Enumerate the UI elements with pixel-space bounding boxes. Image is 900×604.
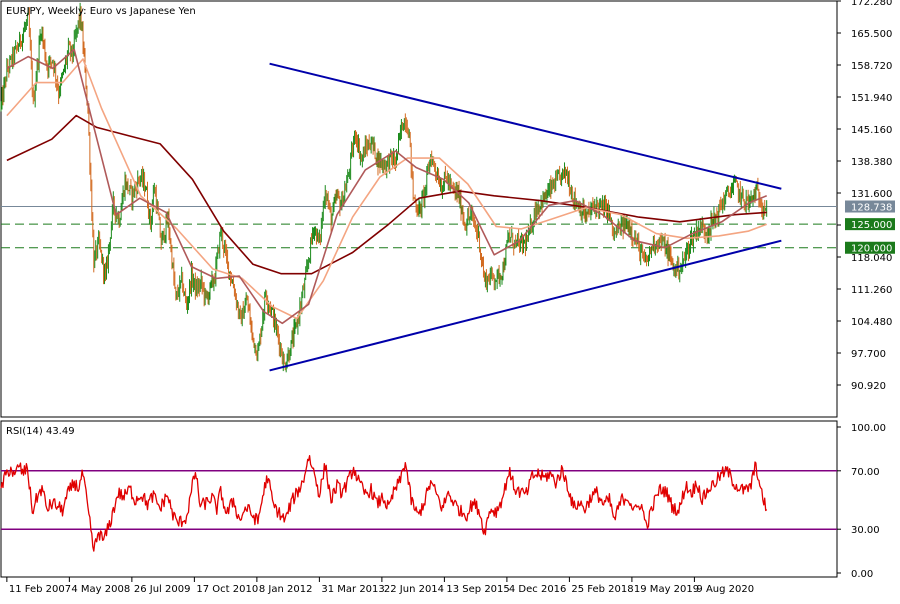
price-y-tick-label: 172.280: [851, 0, 892, 8]
price-y-tick-label: 165.500: [851, 29, 892, 40]
upper-trendline: [269, 62, 782, 190]
rsi-panel-frame: [0, 420, 838, 578]
rsi-y-axis: 100.00 70.00 30.00 0.00: [837, 423, 886, 580]
rsi-line-group: [0, 454, 768, 552]
price-panel-frame: [0, 0, 838, 418]
rsi-y-tick-label: 70.00: [851, 467, 880, 478]
price-y-tick-label: 158.720: [851, 61, 892, 72]
x-tick-label: 4 Dec 2016: [509, 584, 567, 595]
rsi-title: RSI(14) 43.49: [6, 426, 75, 437]
chart-title: EURJPY, Weekly: Euro vs Japanese Yen: [6, 6, 196, 17]
level-label-120.000: 120.000: [851, 244, 892, 255]
x-tick-label: 4 May 2008: [71, 584, 130, 595]
rsi-y-tick-label: 0.00: [851, 569, 873, 580]
price-candles: [0, 2, 768, 373]
price-y-tick-label: 104.480: [851, 317, 892, 328]
x-tick-label: 8 Jan 2012: [259, 584, 313, 595]
moving-average-medium: [6, 58, 767, 320]
lower-trendline: [269, 239, 782, 372]
price-panel: 172.280 165.500 158.720 151.940 145.160 138.3…: [0, 0, 895, 418]
rsi-levels: [1, 470, 837, 530]
rsi-y-tick-label: 100.00: [851, 423, 886, 434]
x-tick-label: 26 Jul 2009: [134, 584, 191, 595]
x-tick-label: 13 Sep 2015: [446, 584, 509, 595]
moving-average-long: [6, 114, 767, 275]
x-tick-label: 22 Jun 2014: [384, 584, 444, 595]
level-labels: 125.000 120.000 128.738: [845, 200, 895, 255]
x-tick-label: 17 Oct 2010: [196, 584, 258, 595]
level-label-bg-120.000: [845, 241, 895, 254]
x-axis: 11 Feb 2007 4 May 2008 26 Jul 2009 17 Oct 2…: [6, 577, 754, 595]
x-tick-label: 11 Feb 2007: [9, 584, 71, 595]
x-tick-label: 31 Mar 2013: [321, 584, 384, 595]
level-label-bg-128.738: [845, 200, 895, 213]
moving-averages: [6, 48, 767, 325]
trendlines: [269, 62, 782, 372]
level-label-128.738: 128.738: [851, 203, 892, 214]
x-tick-label: 9 Aug 2020: [696, 584, 754, 595]
price-y-tick-label: 90.920: [851, 381, 886, 392]
price-y-tick-label: 151.940: [851, 93, 892, 104]
rsi-line: [0, 454, 768, 552]
price-y-tick-label: 145.160: [851, 125, 892, 136]
level-label-125.000: 125.000: [851, 220, 892, 231]
price-y-tick-label: 118.040: [851, 253, 892, 264]
moving-average-short: [6, 48, 767, 325]
price-y-tick-label: 138.380: [851, 157, 892, 168]
rsi-y-tick-label: 30.00: [851, 525, 880, 536]
price-y-tick-label: 131.600: [851, 189, 892, 200]
rsi-panel: 100.00 70.00 30.00 0.00 RSI(14) 43.49: [0, 420, 886, 580]
level-label-bg-125.000: [845, 218, 895, 231]
price-y-tick-label: 97.700: [851, 349, 886, 360]
x-tick-label: 25 Feb 2018: [571, 584, 633, 595]
price-y-tick-label: 111.260: [851, 285, 892, 296]
x-tick-label: 19 May 2019: [634, 584, 699, 595]
